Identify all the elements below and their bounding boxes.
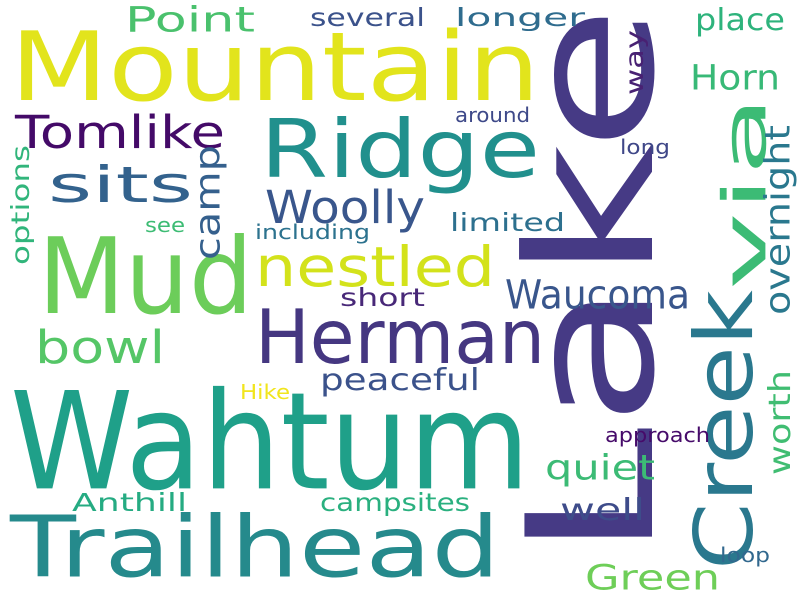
word-bowl: bowl xyxy=(35,320,165,374)
word-well: well xyxy=(560,492,645,528)
word-woolly: Woolly xyxy=(265,180,425,234)
word-several: several xyxy=(310,2,425,32)
word-wahtum: Wahtum xyxy=(10,362,530,521)
word-nestled: nestled xyxy=(255,235,495,300)
word-waucoma: Waucoma xyxy=(505,271,690,319)
word-sits: sits xyxy=(48,155,193,214)
word-camp: camp xyxy=(186,145,228,260)
word-trailhead: Trailhead xyxy=(10,497,501,597)
word-longer: longer xyxy=(455,2,585,32)
word-hike: Hike xyxy=(240,380,290,404)
word-limited: limited xyxy=(450,207,565,237)
word-overnight: overnight xyxy=(756,125,798,315)
word-horn: Horn xyxy=(690,56,780,98)
word-short: short xyxy=(340,282,425,312)
word-peaceful: peaceful xyxy=(320,362,480,398)
word-approach: approach xyxy=(605,423,710,447)
word-tomlike: Tomlike xyxy=(15,105,226,159)
word-options: options xyxy=(5,145,35,265)
word-green: Green xyxy=(585,556,720,598)
word-see: see xyxy=(145,213,185,237)
word-quiet: quiet xyxy=(545,446,655,488)
word-worth: worth xyxy=(762,370,798,475)
word-mud: Mud xyxy=(38,215,253,339)
word-way: way xyxy=(619,30,649,95)
word-around: around xyxy=(455,103,530,127)
word-herman: Herman xyxy=(255,293,545,381)
word-campsites: campsites xyxy=(320,487,470,517)
word-loop: loop xyxy=(720,543,770,567)
word-place: place xyxy=(695,2,785,38)
word-including: including xyxy=(255,220,370,244)
word-long: long xyxy=(620,135,670,159)
word-anthill: Anthill xyxy=(72,487,187,517)
word-ridge: Ridge xyxy=(260,102,540,197)
word-mountain: Mountain xyxy=(10,11,540,123)
word-point: Point xyxy=(125,0,255,40)
